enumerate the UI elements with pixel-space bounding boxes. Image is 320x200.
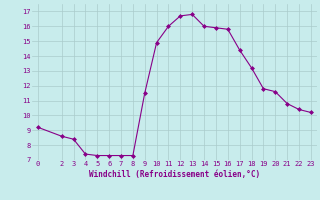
X-axis label: Windchill (Refroidissement éolien,°C): Windchill (Refroidissement éolien,°C): [89, 170, 260, 179]
